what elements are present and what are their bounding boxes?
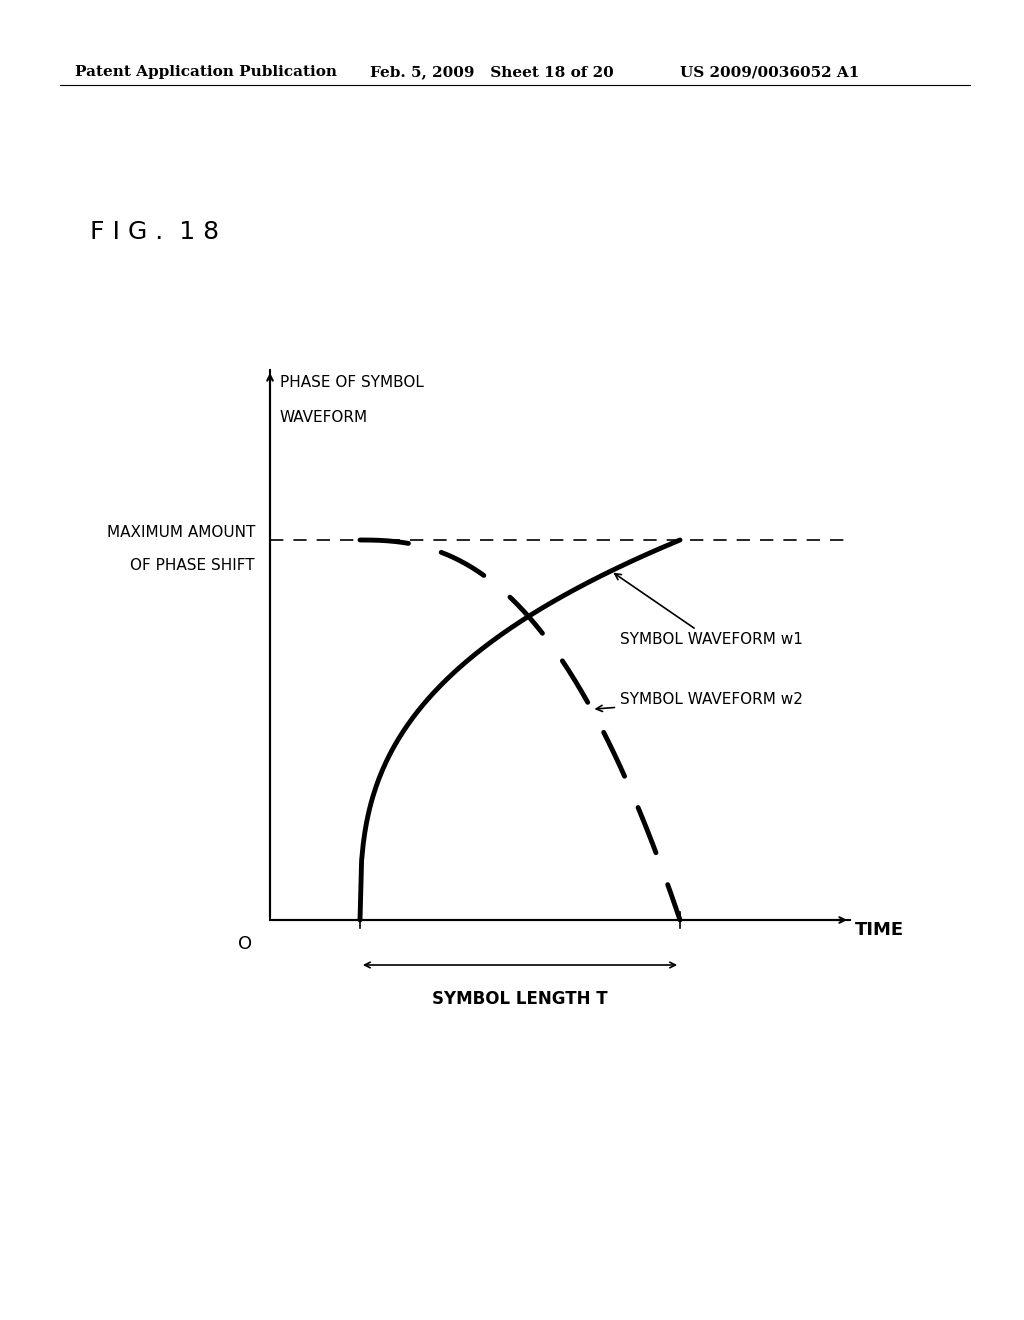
Text: WAVEFORM: WAVEFORM (280, 411, 368, 425)
Text: SYMBOL LENGTH T: SYMBOL LENGTH T (432, 990, 608, 1008)
Text: SYMBOL WAVEFORM w2: SYMBOL WAVEFORM w2 (596, 693, 803, 711)
Text: Patent Application Publication: Patent Application Publication (75, 65, 337, 79)
Text: F I G .  1 8: F I G . 1 8 (90, 220, 219, 244)
Text: PHASE OF SYMBOL: PHASE OF SYMBOL (280, 375, 424, 389)
Text: O: O (238, 935, 252, 953)
Text: SYMBOL WAVEFORM w1: SYMBOL WAVEFORM w1 (614, 574, 803, 648)
Text: TIME: TIME (855, 921, 904, 939)
Text: OF PHASE SHIFT: OF PHASE SHIFT (130, 558, 255, 573)
Text: Feb. 5, 2009   Sheet 18 of 20: Feb. 5, 2009 Sheet 18 of 20 (370, 65, 613, 79)
Text: MAXIMUM AMOUNT: MAXIMUM AMOUNT (106, 525, 255, 540)
Text: US 2009/0036052 A1: US 2009/0036052 A1 (680, 65, 859, 79)
